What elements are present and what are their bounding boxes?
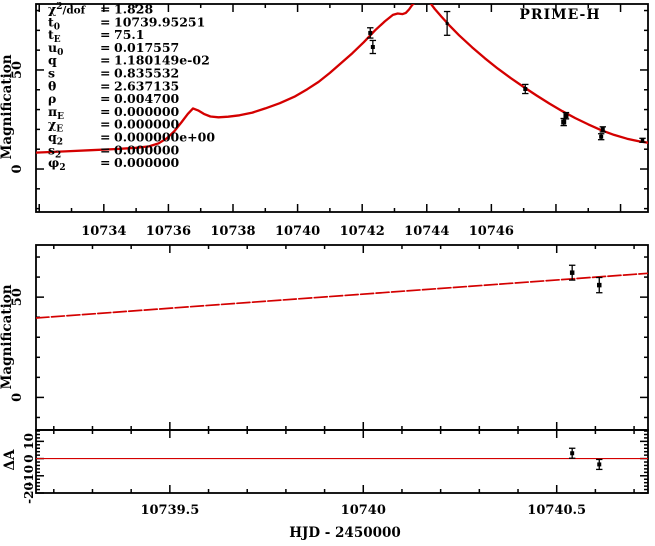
y-tick-label: -20 [22,482,36,504]
x-ticks-main [38,4,622,212]
x-tick-label: 10734 [81,224,126,239]
x-tick-label: 10738 [210,224,255,239]
panel-frame [35,3,649,213]
y-tick-label: 50 [10,61,25,79]
y-axis-title-zoom: Magnification [0,284,15,389]
data-point [522,83,529,95]
y-tick-label: 0 [10,164,25,173]
data-point [568,447,576,459]
y-tick-label: 0 [22,454,36,462]
y-axis-title-residual: ΔA [2,449,18,470]
data-point [369,39,377,55]
x-tick-label: 10736 [146,224,191,239]
point-marker [570,451,575,456]
data-point [639,137,646,143]
point-marker [561,119,567,125]
point-marker [597,462,602,467]
fit-parameter-line: χ2/dof = 1.828 [48,2,153,17]
data-point [597,133,605,141]
data-point [443,10,451,36]
y-tick-label: 10 [22,433,36,450]
y-tick-label: -10 [22,465,36,487]
model-curve-main [36,4,648,154]
point-marker [563,113,569,119]
point-marker [569,270,575,275]
fit-parameter-line: χE = 0.000000 [48,117,180,135]
fit-parameter-line: q2 = 0.000000e+00 [48,130,215,148]
point-marker [523,86,528,91]
panel-frame [35,244,649,431]
panel-zoom: 0 50 [10,244,649,431]
panel-frame [35,429,649,494]
point-marker [368,30,373,35]
fit-parameter-line: θ = 2.637135 [48,78,179,93]
x-tick-label: 10739.5 [140,503,199,518]
model-curve-zoom [36,272,648,319]
x-tick-label: 10740 [275,224,320,239]
x-tick-label: 10746 [469,224,514,239]
fit-parameter-line: q = 1.180149e-02 [48,53,210,68]
x-ticks-residual [53,430,635,493]
fit-parameter-line: tE = 75.1 [48,27,144,45]
point-marker [640,138,645,143]
data-point [596,276,603,294]
point-marker [445,21,449,25]
data-point [596,458,603,471]
panel-main: 10734 10736 10738 10740 10742 10744 10746 0 50 [10,3,649,239]
x-tick-label: 10740.5 [527,503,586,518]
fit-parameter-line: πE = 0.000000 [48,104,180,122]
fit-parameter-line: φ2 = 0.000000 [48,155,180,173]
survey-band-label: PRIME-H [519,7,600,23]
y-ticks-residual [36,430,648,494]
y-tick-label: 0 [10,393,25,402]
y-ticks-zoom [36,256,648,419]
point-marker [597,282,602,288]
fit-parameter-line: s2 = 0.000000 [48,142,180,160]
x-tick-label: 10742 [340,224,385,239]
chart-render-root: 10734 10736 10738 10740 10742 10744 10746 0 50 0 5… [10,2,649,518]
x-tick-label: 10744 [404,224,449,239]
fit-parameter-line: t0 = 10739.95251 [48,14,205,32]
x-axis-title: HJD - 2450000 [289,525,401,541]
point-marker [599,134,604,139]
point-marker [600,127,605,132]
y-tick-label: 50 [10,288,25,306]
x-tick-label: 10740 [341,503,386,518]
data-point [562,111,570,120]
fit-parameter-line: s = 0.835532 [48,66,179,81]
y-axis-title-main: Magnification [0,54,15,159]
data-point [568,264,576,281]
x-ticks-zoom [53,245,635,430]
panel-residual: 10739.5 10740 10740.5 10 0 -10-20 [22,429,649,518]
y-ticks-main [36,9,648,210]
data-point [599,126,606,133]
data-point [560,117,567,127]
fit-parameter-line: ρ = 0.004700 [48,91,180,106]
fit-parameter-line: u0 = 0.017557 [48,40,179,58]
point-marker [370,44,375,49]
data-point [367,27,374,39]
